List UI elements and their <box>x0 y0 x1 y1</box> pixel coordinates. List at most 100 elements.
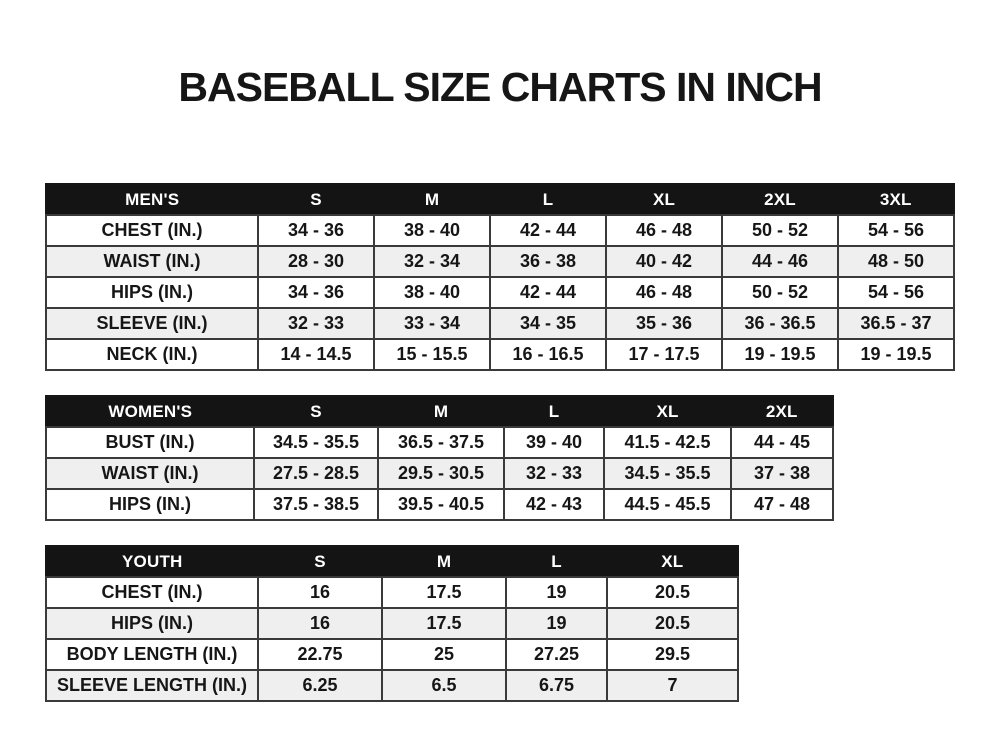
value-cell: 22.75 <box>257 638 383 672</box>
table-row: HIPS (IN.) 34 - 36 38 - 40 42 - 44 46 - 48 50… <box>45 276 955 310</box>
table-row: CHEST (IN.) 34 - 36 38 - 40 42 - 44 46 - 48 5… <box>45 214 955 248</box>
row-label-cell: CHEST (IN.) <box>45 576 259 610</box>
size-table-youth: YOUTH S M L XL CHEST (IN.) 16 17.5 19 20.5 HIPS (I… <box>45 545 739 703</box>
table-header-row: WOMEN'S S M L XL 2XL <box>45 395 834 428</box>
value-cell: 7 <box>606 669 739 703</box>
value-cell: 37.5 - 38.5 <box>253 488 379 522</box>
value-cell: 17.5 <box>381 576 507 610</box>
row-label-cell: HIPS (IN.) <box>45 488 255 522</box>
value-cell: 25 <box>381 638 507 672</box>
value-cell: 34 - 36 <box>257 276 375 310</box>
row-label-cell: SLEEVE LENGTH (IN.) <box>45 669 259 703</box>
value-cell: 34 - 36 <box>257 214 375 248</box>
table-row: WAIST (IN.) 27.5 - 28.5 29.5 - 30.5 32 - 33… <box>45 457 834 491</box>
value-cell: 33 - 34 <box>373 307 491 341</box>
value-cell: 6.5 <box>381 669 507 703</box>
row-label-cell: WAIST (IN.) <box>45 245 259 279</box>
value-cell: 34 - 35 <box>489 307 607 341</box>
row-label-cell: BODY LENGTH (IN.) <box>45 638 259 672</box>
table-row: BODY LENGTH (IN.) 22.75 25 27.25 29.5 <box>45 638 739 672</box>
value-cell: 19 <box>505 607 608 641</box>
size-column-header: S <box>253 395 379 428</box>
value-cell: 15 - 15.5 <box>373 338 491 372</box>
table-row: CHEST (IN.) 16 17.5 19 20.5 <box>45 576 739 610</box>
value-cell: 34.5 - 35.5 <box>253 426 379 460</box>
value-cell: 41.5 - 42.5 <box>603 426 732 460</box>
value-cell: 19 <box>505 576 608 610</box>
row-label-cell: WAIST (IN.) <box>45 457 255 491</box>
value-cell: 48 - 50 <box>837 245 955 279</box>
table-row: SLEEVE LENGTH (IN.) 6.25 6.5 6.75 7 <box>45 669 739 703</box>
value-cell: 42 - 44 <box>489 276 607 310</box>
size-column-header: L <box>489 183 607 216</box>
value-cell: 28 - 30 <box>257 245 375 279</box>
value-cell: 54 - 56 <box>837 276 955 310</box>
row-label-cell: CHEST (IN.) <box>45 214 259 248</box>
value-cell: 36 - 36.5 <box>721 307 839 341</box>
tables-container: MEN'S S M L XL 2XL 3XL CHEST (IN.) 34 - 36 38 - 4… <box>45 183 1000 703</box>
value-cell: 32 - 33 <box>503 457 605 491</box>
value-cell: 38 - 40 <box>373 214 491 248</box>
size-column-header: XL <box>606 545 739 578</box>
size-column-header: S <box>257 183 375 216</box>
row-label-cell: NECK (IN.) <box>45 338 259 372</box>
table-title-cell: YOUTH <box>45 545 259 578</box>
value-cell: 36.5 - 37.5 <box>377 426 505 460</box>
value-cell: 37 - 38 <box>730 457 834 491</box>
value-cell: 42 - 44 <box>489 214 607 248</box>
size-column-header: M <box>381 545 507 578</box>
size-column-header: 2XL <box>730 395 834 428</box>
table-row: BUST (IN.) 34.5 - 35.5 36.5 - 37.5 39 - 40 4… <box>45 426 834 460</box>
value-cell: 17.5 <box>381 607 507 641</box>
table-row: HIPS (IN.) 37.5 - 38.5 39.5 - 40.5 42 - 43 4… <box>45 488 834 522</box>
value-cell: 54 - 56 <box>837 214 955 248</box>
table-title-cell: MEN'S <box>45 183 259 216</box>
size-column-header: M <box>377 395 505 428</box>
table-row: SLEEVE (IN.) 32 - 33 33 - 34 34 - 35 35 - 36… <box>45 307 955 341</box>
value-cell: 32 - 33 <box>257 307 375 341</box>
value-cell: 34.5 - 35.5 <box>603 457 732 491</box>
value-cell: 36 - 38 <box>489 245 607 279</box>
value-cell: 19 - 19.5 <box>837 338 955 372</box>
row-label-cell: HIPS (IN.) <box>45 276 259 310</box>
table-row: NECK (IN.) 14 - 14.5 15 - 15.5 16 - 16.5 17 … <box>45 338 955 372</box>
value-cell: 50 - 52 <box>721 214 839 248</box>
value-cell: 29.5 - 30.5 <box>377 457 505 491</box>
page-title: BASEBALL SIZE CHARTS IN INCH <box>178 64 822 110</box>
value-cell: 44 - 45 <box>730 426 834 460</box>
value-cell: 6.25 <box>257 669 383 703</box>
value-cell: 42 - 43 <box>503 488 605 522</box>
size-table-mens: MEN'S S M L XL 2XL 3XL CHEST (IN.) 34 - 36 38 - 4… <box>45 183 955 372</box>
value-cell: 46 - 48 <box>605 276 723 310</box>
size-column-header: 2XL <box>721 183 839 216</box>
table-header-row: YOUTH S M L XL <box>45 545 739 578</box>
row-label-cell: SLEEVE (IN.) <box>45 307 259 341</box>
value-cell: 50 - 52 <box>721 276 839 310</box>
value-cell: 44 - 46 <box>721 245 839 279</box>
value-cell: 16 <box>257 576 383 610</box>
size-column-header: M <box>373 183 491 216</box>
value-cell: 27.25 <box>505 638 608 672</box>
value-cell: 40 - 42 <box>605 245 723 279</box>
value-cell: 36.5 - 37 <box>837 307 955 341</box>
value-cell: 16 - 16.5 <box>489 338 607 372</box>
value-cell: 46 - 48 <box>605 214 723 248</box>
table-row: HIPS (IN.) 16 17.5 19 20.5 <box>45 607 739 641</box>
table-row: WAIST (IN.) 28 - 30 32 - 34 36 - 38 40 - 42 4… <box>45 245 955 279</box>
value-cell: 47 - 48 <box>730 488 834 522</box>
table-title-cell: WOMEN'S <box>45 395 255 428</box>
value-cell: 16 <box>257 607 383 641</box>
value-cell: 19 - 19.5 <box>721 338 839 372</box>
value-cell: 20.5 <box>606 576 739 610</box>
value-cell: 17 - 17.5 <box>605 338 723 372</box>
value-cell: 6.75 <box>505 669 608 703</box>
size-column-header: XL <box>605 183 723 216</box>
row-label-cell: HIPS (IN.) <box>45 607 259 641</box>
size-column-header: 3XL <box>837 183 955 216</box>
value-cell: 39 - 40 <box>503 426 605 460</box>
size-column-header: XL <box>603 395 732 428</box>
size-column-header: S <box>257 545 383 578</box>
size-table-womens: WOMEN'S S M L XL 2XL BUST (IN.) 34.5 - 35.5 36.5… <box>45 395 834 522</box>
value-cell: 27.5 - 28.5 <box>253 457 379 491</box>
